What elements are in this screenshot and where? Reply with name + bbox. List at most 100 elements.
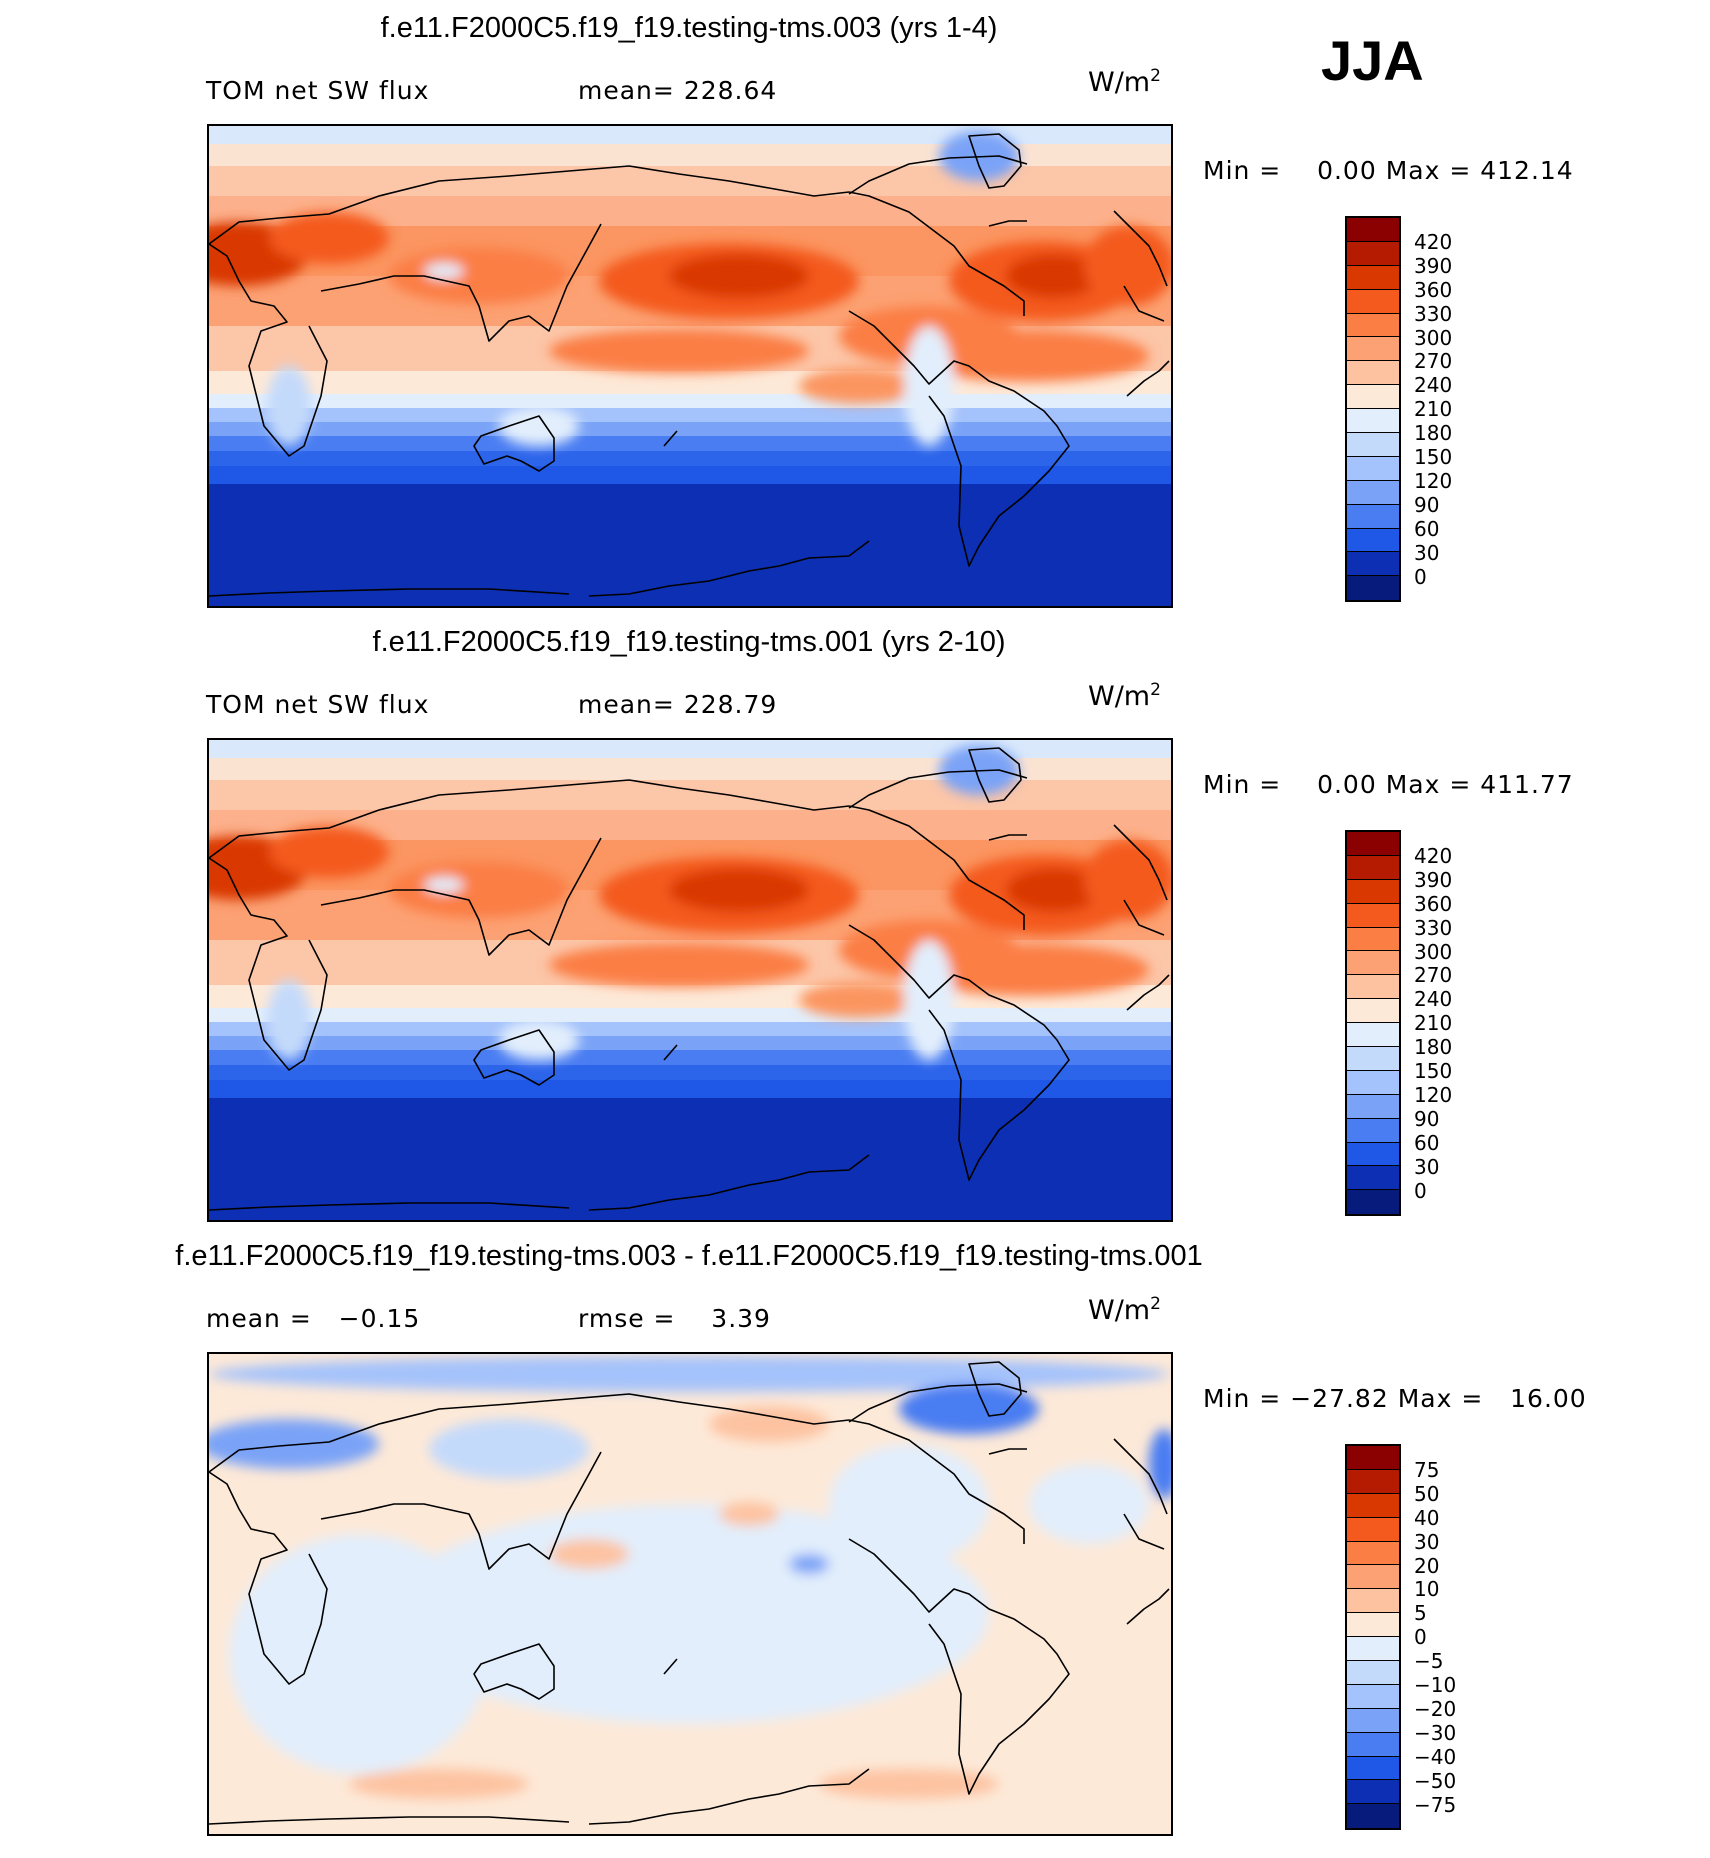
colorbar-tick-label: 210 (1414, 1011, 1453, 1036)
panel-2-colorbar (1345, 830, 1401, 1217)
colorbar-box (1347, 1661, 1399, 1685)
colorbar-tick-label: 0 (1414, 1178, 1427, 1203)
colorbar-tick-label: −5 (1414, 1649, 1444, 1674)
colorbar-box (1347, 832, 1399, 856)
colorbar-box (1347, 1565, 1399, 1590)
colorbar-tick-label: 120 (1414, 468, 1453, 493)
colorbar-tick-label: 210 (1414, 397, 1453, 422)
colorbar-tick-label: 75 (1414, 1457, 1440, 1482)
colorbar-tick-label: 330 (1414, 301, 1453, 326)
colorbar-tick-label: 330 (1414, 915, 1453, 940)
colorbar-box (1347, 1190, 1399, 1215)
colorbar-tick-label: 150 (1414, 445, 1453, 469)
colorbar-tick-label: 270 (1414, 963, 1453, 988)
colorbar-tick-label: 420 (1414, 843, 1453, 868)
colorbar-tick-label: 180 (1414, 1035, 1453, 1060)
colorbar-tick-label: 0 (1414, 1625, 1427, 1650)
colorbar-box (1347, 1684, 1399, 1709)
panel-3-map (207, 1352, 1173, 1836)
colorbar-box (1347, 385, 1399, 410)
panel-2-units: W/m2 (1088, 680, 1161, 712)
colorbar-box (1347, 1142, 1399, 1167)
colorbar-box (1347, 1493, 1399, 1518)
colorbar-tick-label: 30 (1414, 1529, 1440, 1554)
panel-1-units: W/m2 (1088, 66, 1161, 98)
colorbar-tick-label: 5 (1414, 1601, 1427, 1626)
colorbar-box (1347, 1166, 1399, 1191)
colorbar-tick-label: −30 (1414, 1720, 1457, 1745)
colorbar-tick-label: 30 (1414, 540, 1440, 565)
colorbar-box (1347, 433, 1399, 457)
colorbar-tick-label: −75 (1414, 1792, 1457, 1817)
panel-2-minmax: Min = 0.00 Max = 411.77 (1203, 770, 1574, 799)
colorbar-box (1347, 927, 1399, 952)
colorbar-tick-label: 120 (1414, 1082, 1453, 1107)
colorbar-tick-label: 90 (1414, 492, 1440, 517)
panel-3-rmse: rmse = 3.39 (578, 1304, 771, 1333)
colorbar-box (1347, 1070, 1399, 1095)
colorbar-tick-label: 0 (1414, 564, 1427, 589)
colorbar-tick-label: 360 (1414, 891, 1453, 916)
colorbar-box (1347, 576, 1399, 601)
colorbar-tick-label: 50 (1414, 1481, 1440, 1506)
colorbar-box (1347, 999, 1399, 1024)
colorbar-box (1347, 1613, 1399, 1638)
panel-2-title: f.e11.F2000C5.f19_f19.testing-tms.001 (y… (372, 626, 1006, 658)
colorbar-tick-label: 240 (1414, 373, 1453, 398)
colorbar-box (1347, 855, 1399, 880)
colorbar-box (1347, 1023, 1399, 1048)
colorbar-tick-label: −40 (1414, 1744, 1457, 1769)
colorbar-box (1347, 879, 1399, 904)
colorbar-box (1347, 361, 1399, 386)
panel-3-units: W/m2 (1088, 1294, 1161, 1326)
colorbar-box (1347, 1589, 1399, 1614)
colorbar-box (1347, 504, 1399, 529)
season-label: JJA (1321, 29, 1424, 92)
colorbar-box (1347, 1541, 1399, 1566)
panel-1-variable-label: TOM net SW flux (206, 76, 430, 105)
colorbar-tick-label: 90 (1414, 1106, 1440, 1131)
colorbar-box (1347, 289, 1399, 314)
colorbar-box (1347, 480, 1399, 505)
colorbar-box (1347, 1446, 1399, 1470)
colorbar-tick-label: 10 (1414, 1577, 1440, 1602)
colorbar-box (1347, 337, 1399, 362)
colorbar-box (1347, 1637, 1399, 1662)
colorbar-tick-label: 180 (1414, 421, 1453, 446)
colorbar-box (1347, 241, 1399, 266)
colorbar-box (1347, 1780, 1399, 1805)
panel-1-title: f.e11.F2000C5.f19_f19.testing-tms.003 (y… (380, 12, 998, 44)
colorbar-tick-label: 390 (1414, 867, 1453, 892)
colorbar-box (1347, 1732, 1399, 1757)
colorbar-box (1347, 1047, 1399, 1071)
colorbar-box (1347, 1804, 1399, 1829)
colorbar-box (1347, 313, 1399, 338)
colorbar-tick-label: −50 (1414, 1768, 1457, 1793)
panel-1-mean: mean= 228.64 (578, 76, 778, 105)
colorbar-box (1347, 1469, 1399, 1494)
colorbar-box (1347, 456, 1399, 481)
colorbar-tick-label: 420 (1414, 229, 1453, 254)
colorbar-box (1347, 528, 1399, 553)
colorbar-box (1347, 265, 1399, 290)
colorbar-tick-label: 150 (1414, 1059, 1453, 1083)
panel-2-variable-label: TOM net SW flux (206, 690, 430, 719)
colorbar-box (1347, 218, 1399, 242)
panel-2-mean: mean= 228.79 (578, 690, 778, 719)
colorbar-tick-label: 300 (1414, 325, 1453, 350)
panel-2-map (207, 738, 1173, 1222)
colorbar-tick-label: 60 (1414, 516, 1440, 541)
panel-1-colorbar (1345, 216, 1401, 603)
colorbar-tick-label: 300 (1414, 939, 1453, 964)
colorbar-tick-label: 270 (1414, 349, 1453, 374)
panel-3-minmax: Min = −27.82 Max = 16.00 (1203, 1384, 1587, 1413)
colorbar-tick-label: 30 (1414, 1154, 1440, 1179)
colorbar-box (1347, 1118, 1399, 1143)
colorbar-box (1347, 903, 1399, 928)
colorbar-box (1347, 1756, 1399, 1781)
colorbar-tick-label: 360 (1414, 277, 1453, 302)
colorbar-box (1347, 975, 1399, 1000)
panel-3-title: f.e11.F2000C5.f19_f19.testing-tms.003 - … (175, 1240, 1203, 1272)
colorbar-tick-label: 40 (1414, 1505, 1440, 1530)
colorbar-box (1347, 1708, 1399, 1733)
